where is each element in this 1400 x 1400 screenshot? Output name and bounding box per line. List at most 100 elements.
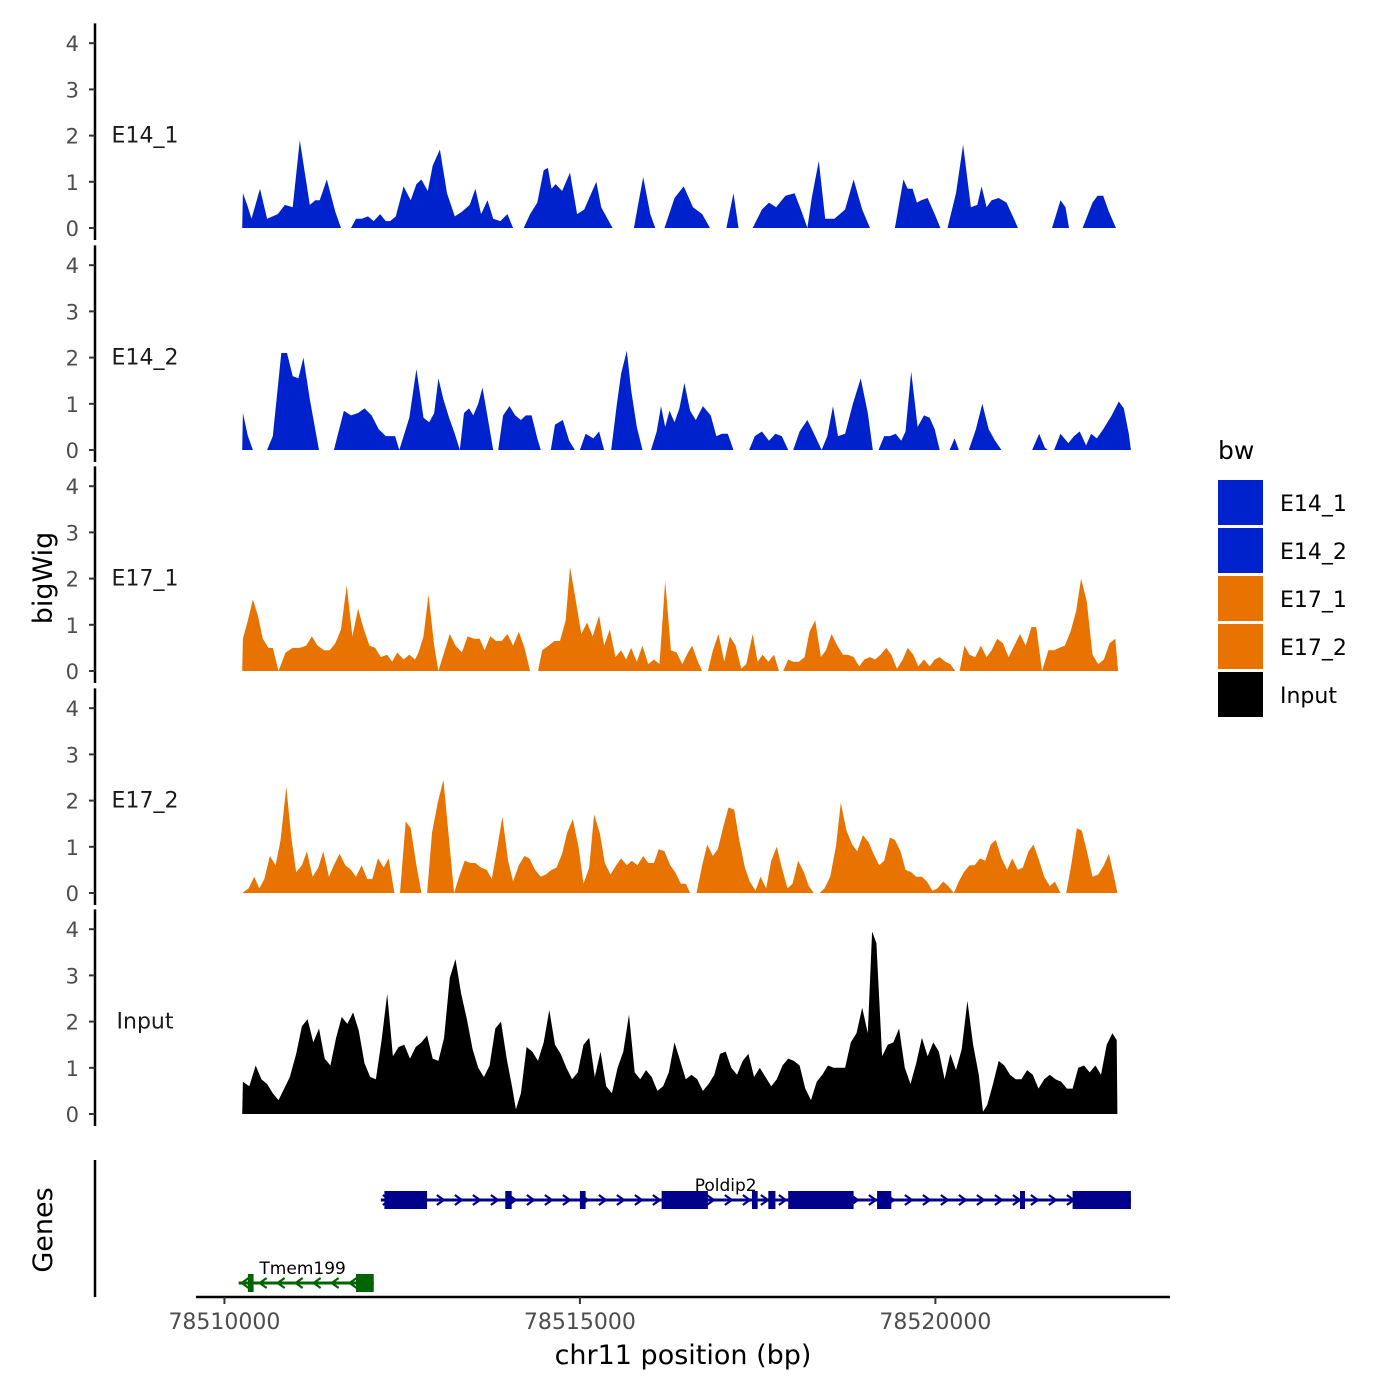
strand-arrow-icon xyxy=(526,1194,536,1206)
y-tick-label: 2 xyxy=(66,568,79,592)
strand-arrow-icon xyxy=(329,1277,340,1289)
area-E17_2 xyxy=(242,779,1118,893)
strand-arrow-icon xyxy=(598,1194,608,1206)
legend-label: E14_1 xyxy=(1280,492,1347,517)
y-tick-label: 2 xyxy=(66,347,79,371)
legend-swatch xyxy=(1218,576,1263,621)
strand-arrow-icon xyxy=(958,1194,968,1206)
strand-arrow-icon xyxy=(742,1194,752,1206)
strand-arrow-icon xyxy=(634,1194,644,1206)
legend-label: Input xyxy=(1280,684,1337,709)
strand-arrow-icon xyxy=(1012,1194,1022,1206)
gene-exon xyxy=(384,1191,428,1209)
track-label: E17_1 xyxy=(112,567,179,592)
track-label: E14_2 xyxy=(112,346,179,371)
area-E14_2 xyxy=(242,350,1131,450)
y-tick-label: 4 xyxy=(66,475,79,499)
legend-label: E17_1 xyxy=(1280,588,1347,613)
strand-arrow-icon xyxy=(940,1194,950,1206)
y-tick-label: 0 xyxy=(66,217,79,241)
y-tick-label: 1 xyxy=(66,614,79,638)
legend: bw E14_1 E14_2 E17_1 E17_2 Input xyxy=(1218,436,1347,717)
legend-label: E14_2 xyxy=(1280,540,1347,565)
track-label: E17_2 xyxy=(112,789,179,814)
strand-arrow-icon xyxy=(472,1194,482,1206)
legend-entry-E14_1: E14_1 xyxy=(1218,480,1347,525)
x-tick-label: 78520000 xyxy=(879,1310,991,1335)
y-tick-label: 4 xyxy=(66,32,79,56)
gene-exon xyxy=(1072,1191,1131,1209)
y-tick-label: 0 xyxy=(66,439,79,463)
y-tick-label: 0 xyxy=(66,1103,79,1127)
gene-exon xyxy=(877,1191,892,1209)
y-tick-label: 3 xyxy=(66,743,79,767)
gene-exon xyxy=(661,1191,708,1209)
x-axis-title: chr11 position (bp) xyxy=(555,1340,812,1371)
strand-arrow-icon xyxy=(778,1194,788,1206)
strand-arrow-icon xyxy=(293,1277,304,1289)
strand-arrow-icon xyxy=(490,1194,500,1206)
strand-arrow-icon xyxy=(922,1194,932,1206)
y-tick-label: 1 xyxy=(66,393,79,417)
legend-swatch xyxy=(1218,624,1263,669)
legend-swatch xyxy=(1218,480,1263,525)
strand-arrow-icon xyxy=(436,1194,446,1206)
strand-arrow-icon xyxy=(454,1194,464,1206)
strand-arrow-icon xyxy=(976,1194,986,1206)
legend-entry-Input: Input xyxy=(1218,672,1337,717)
genes-axis-title: Genes xyxy=(28,1187,59,1272)
gene-label: Poldip2 xyxy=(695,1176,757,1196)
gene-exon xyxy=(768,1191,776,1209)
y-tick-label: 3 xyxy=(66,521,79,545)
strand-arrow-icon xyxy=(1048,1194,1058,1206)
gene-exon xyxy=(355,1274,374,1292)
gene-Tmem199: Tmem199 xyxy=(238,1259,374,1292)
legend-title: bw xyxy=(1218,436,1254,465)
track-E14_1: 0 1 2 3 4 E14_1 xyxy=(66,23,1116,241)
strand-arrow-icon xyxy=(544,1194,554,1206)
strand-arrow-icon xyxy=(652,1194,662,1206)
gene-exon xyxy=(1019,1191,1025,1209)
y-tick-label: 2 xyxy=(66,1011,79,1035)
gene-exon xyxy=(247,1274,254,1292)
legend-entry-E17_2: E17_2 xyxy=(1218,624,1347,669)
legend-swatch xyxy=(1218,672,1263,717)
y-tick-label: 3 xyxy=(66,964,79,988)
y-tick-label: 1 xyxy=(66,1057,79,1081)
x-axis: 78510000 78515000 78520000 xyxy=(168,1295,1170,1335)
y-axis-title: bigWig xyxy=(28,532,59,625)
y-tick-label: 2 xyxy=(66,125,79,149)
strand-arrow-icon xyxy=(706,1194,716,1206)
gene-exon xyxy=(579,1191,586,1209)
legend-entry-E17_1: E17_1 xyxy=(1218,576,1347,621)
track-label: E14_1 xyxy=(112,124,179,149)
gene-exon xyxy=(751,1191,758,1209)
y-tick-label: 1 xyxy=(66,836,79,860)
gene-exon xyxy=(505,1191,512,1209)
y-tick-label: 4 xyxy=(66,254,79,278)
strand-arrow-icon xyxy=(904,1194,914,1206)
strand-arrow-icon xyxy=(616,1194,626,1206)
x-tick-label: 78515000 xyxy=(524,1310,636,1335)
strand-arrow-icon xyxy=(311,1277,322,1289)
strand-arrow-icon xyxy=(868,1194,878,1206)
y-tick-label: 0 xyxy=(66,882,79,906)
track-E14_2: 0 1 2 3 4 E14_2 xyxy=(66,245,1131,463)
legend-entry-E14_2: E14_2 xyxy=(1218,528,1347,573)
y-tick-label: 1 xyxy=(66,171,79,195)
track-label: Input xyxy=(117,1010,174,1035)
area-E17_1 xyxy=(242,567,1119,671)
bigwig-tracks: 0 1 2 3 4 E14_1 0 1 2 3 4 E14_2 0 1 2 3 4 E17_1 0 1 2 3 4 E17_2… xyxy=(66,23,1131,1127)
area-Input xyxy=(242,931,1118,1114)
track-Input: 0 1 2 3 4 Input xyxy=(66,909,1118,1127)
strand-arrow-icon xyxy=(760,1194,770,1206)
strand-arrow-icon xyxy=(724,1194,734,1206)
strand-arrow-icon xyxy=(347,1277,358,1289)
x-tick-label: 78510000 xyxy=(168,1310,280,1335)
area-E14_1 xyxy=(242,140,1116,228)
gene-label: Tmem199 xyxy=(258,1259,345,1279)
track-E17_2: 0 1 2 3 4 E17_2 xyxy=(66,688,1118,906)
gene-exon xyxy=(788,1191,854,1209)
y-tick-label: 0 xyxy=(66,660,79,684)
